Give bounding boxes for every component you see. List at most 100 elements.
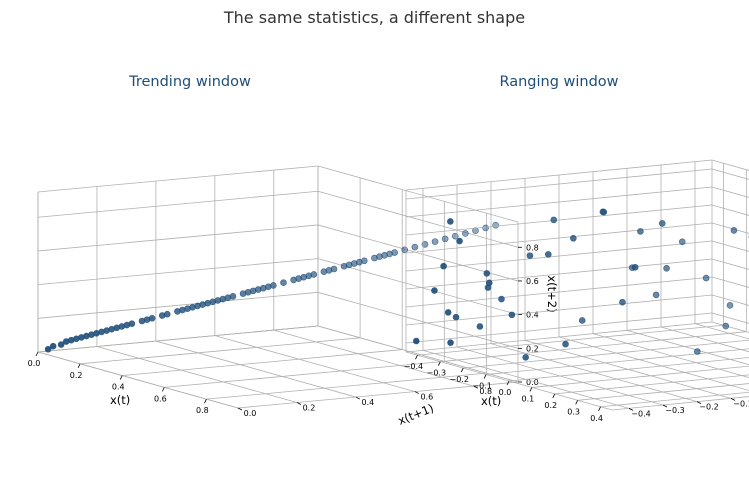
x-tick: [506, 380, 510, 386]
floor-gridline-x: [554, 374, 749, 395]
data-point: [229, 293, 237, 300]
data-point: [544, 251, 552, 258]
data-point: [472, 227, 479, 234]
z-tick-label: 0.0: [526, 378, 539, 387]
box-edge: [37, 351, 239, 409]
sidewall-gridline-z: [405, 276, 713, 308]
sidewall-gridline-z: [37, 258, 319, 286]
x-tick-label: −0.3: [427, 369, 446, 378]
floor-gridline-y: [155, 340, 357, 398]
data-point: [431, 287, 438, 294]
box-edge: [317, 165, 519, 223]
y-tick-label: 0.2: [303, 404, 316, 413]
points-ranging: [412, 208, 749, 361]
sidewall-gridline-z: [405, 312, 713, 344]
floor-gridline-x: [206, 372, 487, 400]
data-point: [57, 341, 65, 348]
x-tick: [575, 400, 579, 405]
box-edge: [237, 381, 519, 409]
y-tick-label: −0.2: [699, 403, 718, 412]
z-tick-label: 0.8: [526, 243, 539, 252]
data-point: [526, 252, 534, 259]
sidewall-gridline-z: [405, 186, 713, 218]
data-point: [391, 249, 398, 256]
x-tick: [204, 398, 207, 404]
x-axis-label: x(t): [110, 393, 130, 407]
z-tick-label: 0.4: [526, 311, 539, 320]
data-point: [730, 227, 738, 234]
x-tick-label: 0.4: [590, 414, 603, 423]
z-tick-label: 0.6: [526, 277, 539, 286]
sidewall-gridline-z: [37, 291, 319, 319]
data-point: [570, 234, 577, 242]
data-point: [148, 314, 156, 322]
data-point: [678, 238, 686, 246]
z-tick-label: 0.2: [526, 344, 539, 353]
x-tick-label: 0.0: [499, 388, 512, 397]
z-axis-label: x(t+2): [545, 275, 559, 312]
figure-title: The same statistics, a different shape: [223, 8, 526, 27]
y-tick: [355, 396, 361, 400]
backwall-gridline-z: [711, 312, 749, 324]
data-point: [498, 295, 505, 303]
x-tick: [437, 361, 441, 366]
y-tick: [414, 391, 420, 394]
x-tick-label: 0.8: [196, 406, 209, 415]
ticks-trending: 0.0 0.2 0.4 0.6 0.8 0.0 0.2 0.4 0.6 0.8 0.0 0.2 0.4 0…: [28, 243, 539, 418]
floor-gridline-y: [694, 323, 749, 340]
box-edge: [405, 321, 713, 353]
box-edge: [405, 159, 713, 191]
y-tick-label: 0.4: [362, 398, 375, 407]
x-tick-label: 0.1: [522, 394, 535, 403]
data-point: [447, 339, 454, 346]
data-point: [44, 345, 52, 353]
sidewall-gridline-z: [405, 222, 713, 254]
floor-gridline-y: [524, 339, 732, 399]
backwall-gridline-z: [711, 222, 749, 234]
data-point: [522, 354, 529, 361]
x-tick-label: 0.4: [112, 383, 125, 392]
data-point: [444, 309, 452, 316]
data-point: [462, 230, 469, 237]
sidewall-gridline-z: [37, 190, 319, 218]
y-tick: [473, 385, 478, 389]
backwall-gridline-z: [711, 186, 749, 198]
x-tick: [483, 374, 487, 379]
backwall-gridline-z: [711, 168, 749, 180]
backwall-gridline-z: [711, 276, 749, 288]
data-point: [652, 291, 660, 299]
data-point: [411, 243, 419, 251]
data-point: [619, 298, 626, 306]
floor-gridline-y: [422, 349, 630, 409]
data-point: [663, 264, 670, 272]
data-point: [440, 262, 447, 270]
x-tick: [552, 393, 556, 399]
chart-trending: 0.0 0.2 0.4 0.6 0.8 0.0 0.2 0.4 0.6 0.8 0.0 0.2 0.4 0…: [28, 165, 559, 428]
data-point: [726, 302, 734, 309]
data-point: [361, 257, 368, 265]
y-tick: [730, 397, 736, 401]
data-point: [631, 263, 639, 271]
y-tick-label: −0.1: [733, 399, 749, 408]
x-tick-label: −0.1: [472, 382, 491, 391]
panel-title-trending: Trending window: [129, 74, 251, 90]
panel-title-ranging: Ranging window: [499, 74, 619, 90]
grid-trending: [37, 165, 519, 409]
data-point: [485, 279, 493, 287]
data-point: [476, 323, 484, 330]
data-point: [562, 340, 569, 348]
sidewall-gridline-z: [37, 224, 319, 252]
box-edge: [37, 325, 319, 353]
data-point: [270, 282, 277, 289]
floor-gridline-x: [164, 360, 445, 388]
backwall-gridline-z: [711, 204, 749, 216]
floor-gridline-y: [660, 326, 749, 353]
data-point: [702, 274, 710, 282]
data-point: [128, 320, 136, 328]
data-point: [456, 237, 463, 245]
x-tick-label: 0.2: [70, 371, 83, 380]
y-tick-label: −0.3: [665, 406, 684, 415]
x-tick-label: 0.2: [544, 401, 557, 410]
y-tick: [237, 407, 243, 411]
